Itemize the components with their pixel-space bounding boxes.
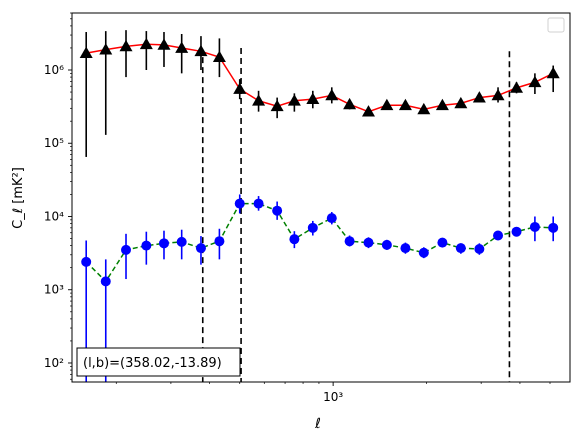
series-1-point	[400, 243, 411, 254]
y-tick-label: 10⁴	[44, 209, 64, 223]
series-0-point	[325, 88, 339, 101]
series-1-point	[344, 236, 355, 247]
data-layer	[79, 30, 560, 382]
series-0-point	[491, 88, 505, 101]
y-tick-label: 10³	[44, 283, 64, 297]
x-axis-label: ℓ	[314, 416, 321, 432]
axes-layer: 10² 10³ 10⁴ 10⁵ 10⁶ 10³	[44, 12, 551, 404]
series-0-point	[343, 97, 357, 110]
series-0-point	[99, 43, 113, 55]
series-0-point	[380, 98, 394, 111]
series-0-point	[252, 94, 266, 106]
series-0-point	[79, 46, 93, 58]
y-tick-label: 10²	[44, 356, 64, 370]
series-0-point	[139, 37, 153, 50]
annotation-box: (l,b)=(358.02,-13.89)	[76, 347, 241, 377]
series-1-point	[253, 198, 264, 209]
series-1-point	[81, 256, 92, 267]
series-1-point	[289, 234, 300, 245]
legend-box	[547, 17, 565, 33]
series-1-point	[529, 221, 540, 232]
y-tick-label: 10⁶	[44, 63, 64, 77]
series-0-point	[472, 91, 486, 103]
series-1-point	[195, 243, 206, 254]
series-0-point	[194, 44, 208, 57]
series-0-point	[398, 98, 412, 111]
series-0-point	[546, 66, 560, 79]
series-0-point	[361, 105, 375, 117]
x-tick-label: 10³	[323, 390, 343, 404]
series-0-point	[157, 38, 171, 50]
series-1-point	[437, 237, 448, 248]
series-1-point	[418, 247, 429, 258]
series-0-point	[528, 75, 542, 88]
series-1-point	[121, 244, 132, 255]
series-1-point	[493, 230, 504, 241]
series-1-point	[272, 205, 283, 216]
series-0-point	[510, 81, 524, 93]
series-0-point	[454, 96, 468, 109]
series-0-point	[119, 39, 133, 52]
series-0-point	[435, 98, 449, 111]
series-1-point	[307, 222, 318, 233]
series-0-point	[287, 94, 301, 106]
series-0-point	[175, 41, 189, 53]
series-0-point	[417, 102, 431, 115]
series-1-point	[381, 239, 392, 250]
series-0-point	[212, 50, 226, 62]
series-1-point	[548, 222, 559, 233]
series-1-point	[455, 243, 466, 254]
annotation-text: (l,b)=(358.02,-13.89)	[83, 356, 222, 371]
series-1-point	[176, 236, 187, 247]
series-1-point	[158, 238, 169, 249]
plot-frame	[71, 12, 571, 383]
series-1-point	[511, 226, 522, 237]
series-0-point	[270, 99, 284, 112]
series-1-point	[326, 213, 337, 224]
plot-background	[72, 13, 570, 382]
series-0-point	[233, 82, 247, 94]
series-1-point	[141, 240, 152, 251]
series-1-point	[214, 236, 225, 247]
series-1-point	[363, 237, 374, 248]
series-1-point	[234, 198, 245, 209]
series-1-point	[100, 276, 111, 287]
y-tick-label: 10⁵	[44, 136, 64, 150]
series-1-point	[474, 243, 485, 254]
series-0-point	[306, 92, 320, 105]
y-axis-label: C_ℓ [mK²]	[11, 167, 26, 229]
